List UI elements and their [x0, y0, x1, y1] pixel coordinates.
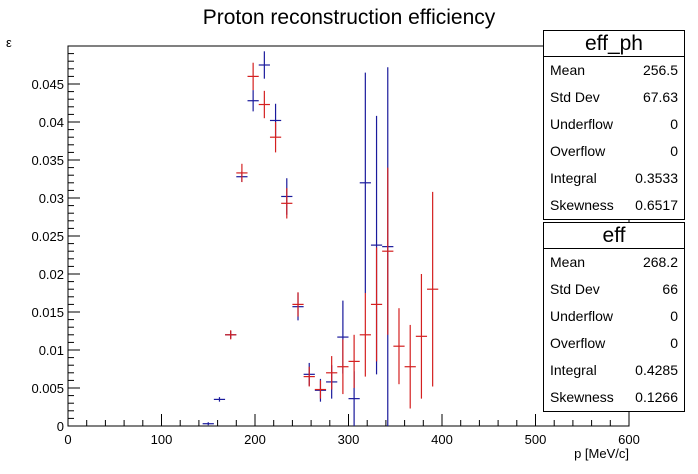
data-point — [247, 62, 259, 91]
axis-ticks: 0 100 200 300 400 500 600 0 0.005 0.01 0.015 0.02 0.… — [31, 53, 640, 447]
stats-row: Mean 256.5 — [544, 57, 684, 84]
stats-value: 0 — [670, 116, 678, 132]
data-point — [225, 330, 237, 340]
y-tick-label: 0.01 — [39, 343, 64, 358]
stats-value: 0.6517 — [635, 197, 678, 213]
stats-key: Underflow — [550, 308, 614, 324]
x-tick-label: 200 — [244, 432, 266, 447]
stats-key: Integral — [550, 362, 597, 378]
y-tick-label: 0.04 — [39, 115, 64, 130]
y-tick-label: 0.045 — [31, 77, 64, 92]
data-point — [269, 122, 282, 153]
data-point — [314, 380, 327, 399]
stats-value: 0.4285 — [635, 362, 678, 378]
data-point — [337, 339, 349, 395]
stats-value: 256.5 — [642, 62, 678, 78]
data-point — [359, 293, 371, 377]
stats-value: 0 — [670, 335, 678, 351]
x-tick-label: 500 — [525, 432, 547, 447]
y-tick-label: 0.025 — [31, 229, 64, 244]
data-point — [393, 308, 405, 385]
stats-box-eff-ph: eff_ph Mean 256.5 Std Dev 67.63 Underflow 0… — [543, 30, 685, 220]
data-point — [258, 51, 270, 79]
stats-box-eff: eff Mean 268.2 Std Dev 66 Underflow 0 Overf… — [543, 222, 685, 412]
stats-row: Integral 0.4285 — [544, 357, 684, 384]
stats-key: Overflow — [550, 335, 606, 351]
y-tick-label: 0 — [57, 419, 64, 434]
y-tick-label: 0.035 — [31, 153, 64, 168]
stats-value: 0 — [670, 143, 678, 159]
data-point — [326, 356, 338, 390]
stats-value: 66 — [662, 281, 678, 297]
stats-value: 67.63 — [642, 89, 678, 105]
stats-value: 0.1266 — [635, 389, 678, 405]
stats-key: Skewness — [550, 197, 614, 213]
stats-key: Underflow — [550, 116, 614, 132]
data-point — [427, 191, 439, 387]
stats-row: Mean 268.2 — [544, 249, 684, 276]
y-tick-label: 0.015 — [31, 305, 64, 320]
data-point — [202, 422, 214, 426]
stats-row: Skewness 0.1266 — [544, 384, 684, 411]
stats-row: Underflow 0 — [544, 303, 684, 330]
data-point — [303, 366, 315, 387]
data-point — [281, 188, 293, 219]
data-point — [348, 334, 360, 388]
stats-row: Overflow 0 — [544, 330, 684, 357]
stats-key: Skewness — [550, 389, 614, 405]
data-point — [382, 167, 394, 335]
stats-value: 0 — [670, 308, 678, 324]
data-point — [404, 324, 416, 409]
x-tick-label: 0 — [64, 432, 71, 447]
data-point — [370, 247, 383, 362]
y-tick-label: 0.005 — [31, 381, 64, 396]
y-axis-label: ε — [6, 35, 12, 50]
data-point — [213, 397, 226, 402]
x-tick-label: 400 — [431, 432, 453, 447]
stats-key: Std Dev — [550, 281, 600, 297]
data-point — [247, 90, 259, 112]
data-point — [258, 90, 270, 119]
x-tick-label: 600 — [618, 432, 640, 447]
stats-box-title: eff_ph — [544, 31, 684, 57]
stats-key: Std Dev — [550, 89, 600, 105]
data-point — [359, 72, 371, 293]
stats-key: Integral — [550, 170, 597, 186]
stats-row: Std Dev 66 — [544, 276, 684, 303]
stats-row: Overflow 0 — [544, 138, 684, 165]
data-point — [415, 274, 428, 399]
stats-value: 0.3533 — [635, 170, 678, 186]
stats-row: Integral 0.3533 — [544, 165, 684, 192]
stats-row: Underflow 0 — [544, 111, 684, 138]
x-tick-label: 300 — [338, 432, 360, 447]
data-point — [292, 292, 304, 317]
stats-row: Std Dev 67.63 — [544, 84, 684, 111]
y-tick-label: 0.03 — [39, 191, 64, 206]
stats-row: Skewness 0.6517 — [544, 192, 684, 219]
x-axis-label: p [MeV/c] — [574, 446, 629, 461]
y-tick-label: 0.02 — [39, 267, 64, 282]
data-marks — [202, 51, 439, 426]
stats-key: Overflow — [550, 143, 606, 159]
x-tick-label: 100 — [151, 432, 173, 447]
stats-key: Mean — [550, 62, 586, 78]
data-point — [236, 163, 248, 183]
stats-key: Mean — [550, 254, 586, 270]
stats-value: 268.2 — [642, 254, 678, 270]
stats-box-title: eff — [544, 223, 684, 249]
chart-title: Proton reconstruction efficiency — [202, 6, 496, 29]
